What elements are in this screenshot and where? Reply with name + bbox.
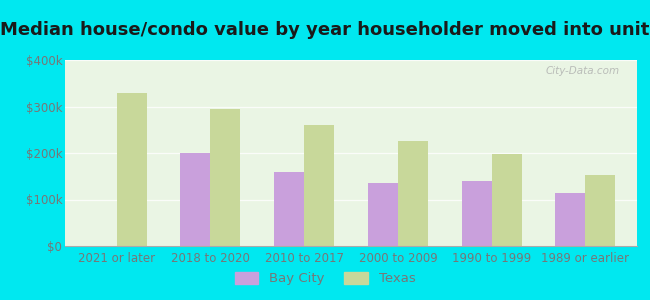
Bar	[180, 153, 211, 246]
Text: City-Data.com: City-Data.com	[546, 66, 620, 76]
Bar	[211, 109, 240, 246]
Bar	[491, 154, 522, 246]
Bar	[368, 183, 398, 246]
Bar	[555, 193, 586, 246]
Bar	[462, 181, 491, 246]
Bar	[304, 125, 334, 246]
Text: Median house/condo value by year householder moved into unit: Median house/condo value by year househo…	[0, 21, 650, 39]
Bar	[586, 175, 616, 246]
Bar	[398, 141, 428, 246]
Bar	[274, 172, 304, 246]
Legend: Bay City, Texas: Bay City, Texas	[229, 266, 421, 290]
Bar	[116, 92, 147, 246]
